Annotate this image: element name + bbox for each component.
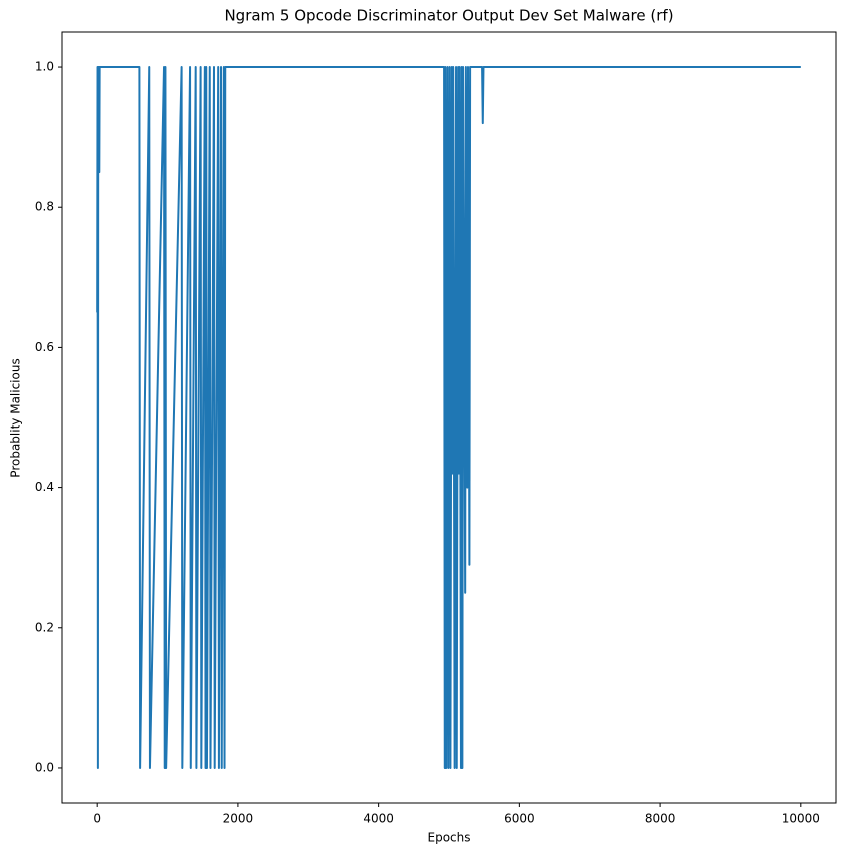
x-tick-label: 8000 [645,812,676,826]
x-tick-label: 0 [93,812,101,826]
x-tick-label: 4000 [363,812,394,826]
x-tick-label: 10000 [782,812,820,826]
y-tick-label: 0.4 [35,480,54,494]
y-tick-label: 0.6 [35,340,54,354]
y-tick-label: 1.0 [35,60,54,74]
plot-frame [61,31,837,804]
x-axis-label: Epochs [428,831,471,845]
data-line [96,66,801,769]
y-tick-label: 0.0 [35,760,54,774]
y-tick-label: 0.2 [35,620,54,634]
x-tick-label: 2000 [223,812,254,826]
y-tick-label: 0.8 [35,200,54,214]
x-tick-label: 6000 [504,812,535,826]
chart-title: Ngram 5 Opcode Discriminator Output Dev … [224,7,673,25]
y-axis-label: Probablity Malicious [9,358,23,477]
